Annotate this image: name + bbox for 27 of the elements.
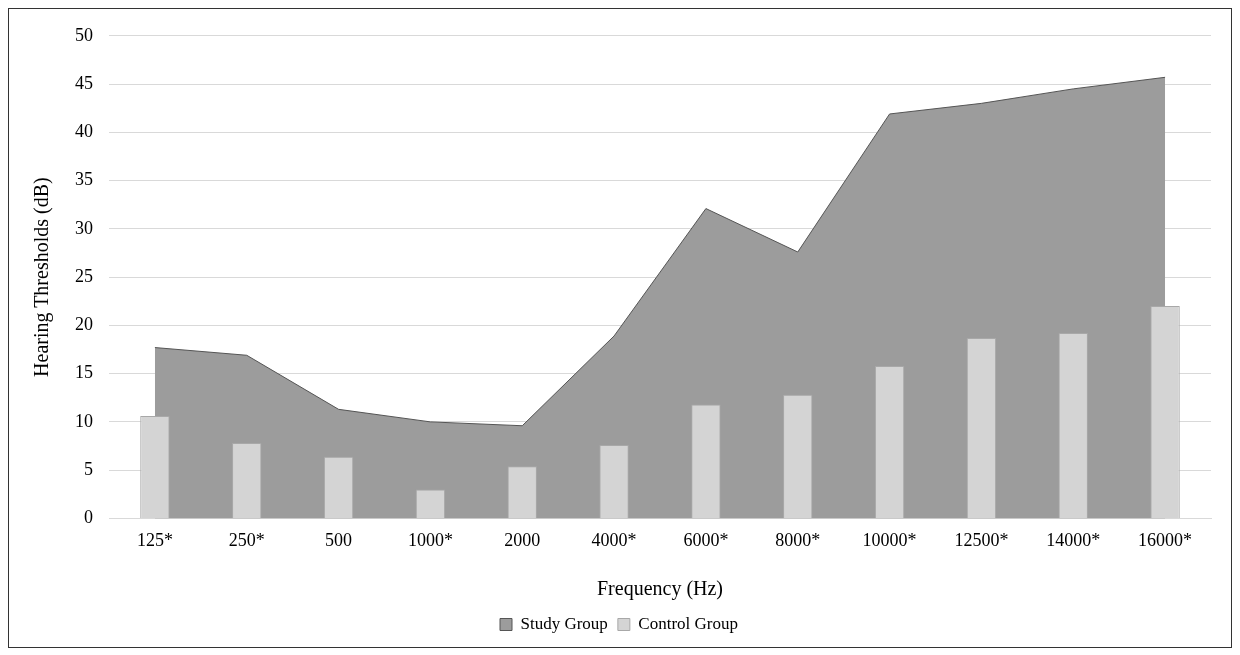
- x-axis-title: Frequency (Hz): [596, 577, 724, 601]
- y-tick-label: 40: [75, 121, 93, 142]
- x-tick-label: 10000*: [862, 529, 917, 550]
- y-axis-title: Hearing Thresholds (dB): [30, 177, 54, 377]
- y-tick-label: 0: [84, 507, 93, 528]
- y-tick-label: 30: [75, 217, 93, 238]
- legend-label: Control Group: [638, 613, 739, 633]
- y-tick-label: 20: [75, 314, 93, 335]
- y-tick-label: 25: [75, 265, 93, 286]
- y-tick-label: 10: [75, 410, 93, 431]
- x-tick-label: 8000*: [775, 529, 821, 550]
- x-tick-label: 12500*: [954, 529, 1009, 550]
- y-tick-label: 45: [75, 72, 93, 93]
- x-tick-label: 1000*: [407, 529, 453, 550]
- x-tick-label: 4000*: [591, 529, 637, 550]
- y-tick-label: 35: [75, 169, 93, 190]
- x-tick-label: 14000*: [1046, 529, 1101, 550]
- x-tick-label: 500: [325, 529, 353, 550]
- x-tick-label: 2000: [504, 529, 541, 550]
- x-tick-label: 250*: [228, 529, 265, 550]
- y-tick-label: 15: [75, 362, 93, 383]
- x-tick-label: 6000*: [683, 529, 729, 550]
- y-tick-label: 5: [84, 458, 93, 479]
- legend-label: Study Group: [520, 613, 608, 633]
- x-tick-label: 16000*: [1138, 529, 1193, 550]
- x-tick-label: 125*: [136, 529, 173, 550]
- y-tick-label: 50: [75, 24, 93, 45]
